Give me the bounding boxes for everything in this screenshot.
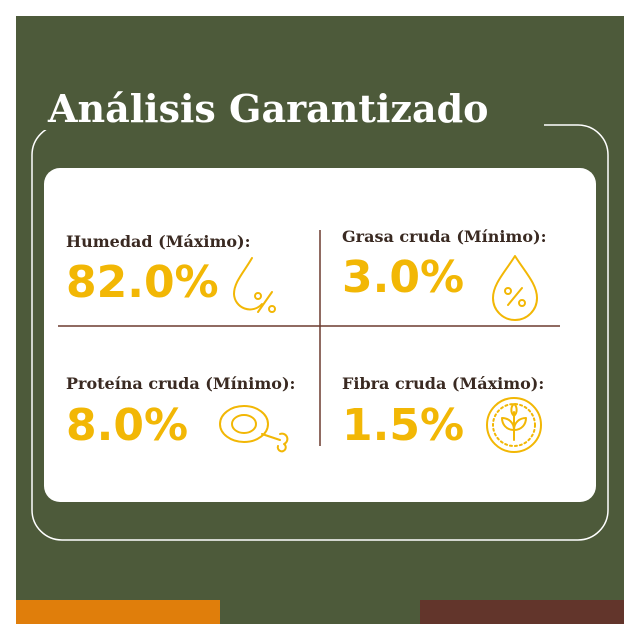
drop-icon [233, 257, 276, 313]
stripe-orange [16, 600, 220, 624]
item-label: Fibra cruda (Máximo): [342, 374, 544, 393]
item-value: 1.5% [342, 400, 464, 451]
title-backdrop [44, 100, 544, 130]
item-value: 3.0% [342, 252, 464, 303]
item-label: Proteína cruda (Mínimo): [66, 374, 295, 393]
item-value: 82.0% [66, 257, 219, 308]
oil-icon [492, 255, 538, 321]
fiber-icon [486, 397, 542, 453]
title: Análisis Garantizado [47, 86, 489, 131]
item-label: Humedad (Máximo): [66, 232, 251, 251]
item-label: Grasa cruda (Mínimo): [342, 227, 546, 246]
item-value: 8.0% [66, 400, 188, 451]
meat-icon [219, 405, 289, 453]
stripe-brown [420, 600, 624, 624]
